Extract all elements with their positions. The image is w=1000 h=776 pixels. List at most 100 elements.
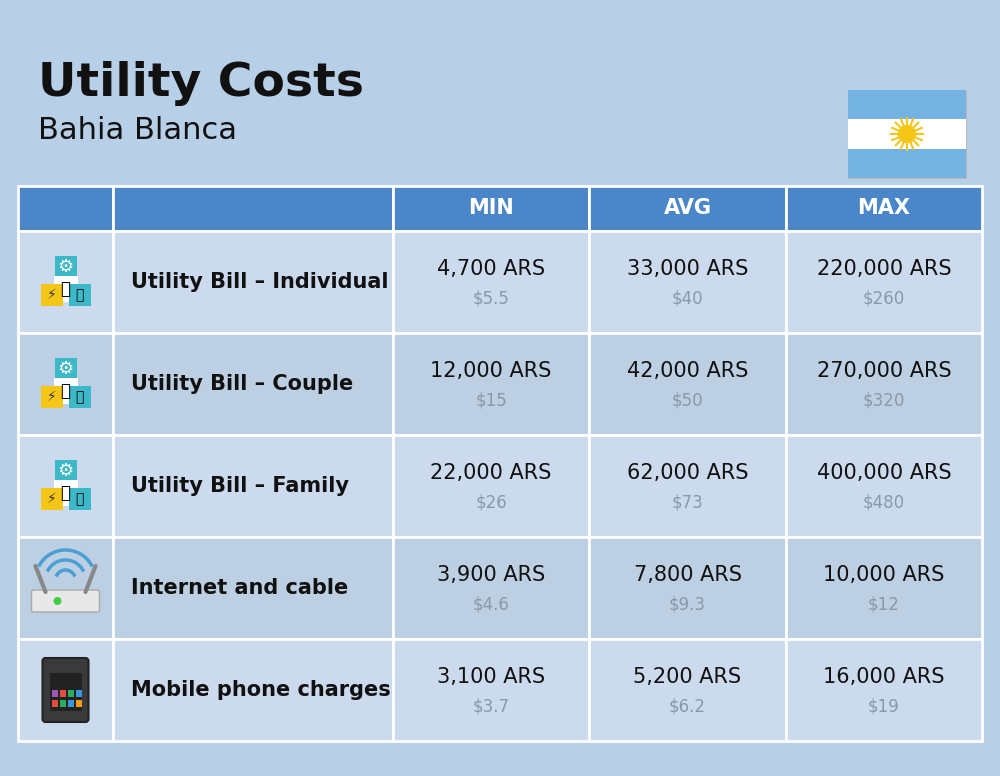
Text: $26: $26 <box>475 493 507 511</box>
Bar <box>18 231 113 333</box>
FancyBboxPatch shape <box>42 658 88 722</box>
Bar <box>786 639 982 741</box>
Bar <box>52 690 58 697</box>
Bar <box>393 537 589 639</box>
Text: $15: $15 <box>475 391 507 409</box>
Bar <box>60 690 66 697</box>
Bar <box>76 700 82 707</box>
Bar <box>52 700 58 707</box>
Bar <box>589 231 786 333</box>
Bar <box>18 435 113 537</box>
Text: Bahia Blanca: Bahia Blanca <box>38 116 237 145</box>
Text: ⚡: ⚡ <box>47 492 56 506</box>
Bar <box>113 333 393 435</box>
Text: $73: $73 <box>672 493 703 511</box>
Bar <box>68 700 74 707</box>
Text: Utility Bill – Individual: Utility Bill – Individual <box>131 272 388 292</box>
Bar <box>76 690 82 697</box>
Text: 👤: 👤 <box>60 280 70 298</box>
Bar <box>50 673 82 711</box>
Bar <box>786 186 982 231</box>
Text: 💧: 💧 <box>75 390 84 404</box>
Text: 10,000 ARS: 10,000 ARS <box>823 565 945 585</box>
Bar <box>848 90 966 120</box>
Bar <box>786 333 982 435</box>
Text: Mobile phone charges: Mobile phone charges <box>131 680 391 700</box>
Bar <box>113 537 393 639</box>
Text: 12,000 ARS: 12,000 ARS <box>430 361 552 381</box>
Text: $40: $40 <box>672 289 703 307</box>
Text: 3,900 ARS: 3,900 ARS <box>437 565 545 585</box>
Bar <box>393 639 589 741</box>
Bar <box>18 333 113 435</box>
Bar <box>393 333 589 435</box>
Text: 220,000 ARS: 220,000 ARS <box>817 259 951 279</box>
Bar <box>54 276 78 302</box>
Text: $9.3: $9.3 <box>669 595 706 613</box>
Bar <box>54 480 78 506</box>
Text: MIN: MIN <box>468 199 514 219</box>
Text: $3.7: $3.7 <box>473 697 510 715</box>
Bar <box>54 378 78 404</box>
Text: ⚡: ⚡ <box>47 288 56 302</box>
Text: $4.6: $4.6 <box>473 595 510 613</box>
Bar <box>589 435 786 537</box>
Text: 42,000 ARS: 42,000 ARS <box>627 361 748 381</box>
Bar <box>848 120 966 149</box>
Bar <box>40 284 62 306</box>
Bar <box>589 639 786 741</box>
Text: $50: $50 <box>672 391 703 409</box>
Text: $12: $12 <box>868 595 900 613</box>
Bar <box>113 435 393 537</box>
Bar <box>68 284 90 306</box>
Bar <box>40 386 62 408</box>
Bar <box>786 435 982 537</box>
Text: 270,000 ARS: 270,000 ARS <box>817 361 951 381</box>
Text: 💧: 💧 <box>75 288 84 302</box>
Text: ⚡: ⚡ <box>47 390 56 404</box>
Bar <box>68 386 90 408</box>
Text: 22,000 ARS: 22,000 ARS <box>430 463 552 483</box>
Bar <box>589 537 786 639</box>
Text: 33,000 ARS: 33,000 ARS <box>627 259 748 279</box>
Bar <box>786 231 982 333</box>
Text: $320: $320 <box>863 391 905 409</box>
Text: 5,200 ARS: 5,200 ARS <box>633 667 742 687</box>
Text: $480: $480 <box>863 493 905 511</box>
Bar <box>54 460 76 482</box>
Bar <box>18 186 113 231</box>
Text: MAX: MAX <box>857 199 910 219</box>
Bar <box>60 700 66 707</box>
Text: 👤: 👤 <box>60 382 70 400</box>
Bar <box>589 333 786 435</box>
Text: 7,800 ARS: 7,800 ARS <box>634 565 742 585</box>
Bar <box>18 537 113 639</box>
Bar <box>54 256 76 278</box>
Bar <box>113 639 393 741</box>
Text: Internet and cable: Internet and cable <box>131 578 348 598</box>
Text: 💧: 💧 <box>75 492 84 506</box>
FancyBboxPatch shape <box>848 90 966 178</box>
Text: ⚙: ⚙ <box>57 360 74 378</box>
Bar <box>113 186 393 231</box>
Text: $260: $260 <box>863 289 905 307</box>
Bar <box>40 488 62 510</box>
Text: ⚙: ⚙ <box>57 258 74 276</box>
Text: 4,700 ARS: 4,700 ARS <box>437 259 545 279</box>
Bar <box>393 186 589 231</box>
Bar <box>68 488 90 510</box>
FancyBboxPatch shape <box>32 590 100 612</box>
Text: 3,100 ARS: 3,100 ARS <box>437 667 545 687</box>
Bar <box>113 231 393 333</box>
Text: $5.5: $5.5 <box>473 289 510 307</box>
Bar <box>786 537 982 639</box>
Text: Utility Bill – Family: Utility Bill – Family <box>131 476 349 496</box>
Circle shape <box>898 126 916 143</box>
Bar <box>848 149 966 178</box>
Text: Utility Costs: Utility Costs <box>38 61 364 106</box>
Bar <box>393 435 589 537</box>
Bar <box>54 358 76 380</box>
Text: AVG: AVG <box>664 199 712 219</box>
Text: 16,000 ARS: 16,000 ARS <box>823 667 945 687</box>
Text: $19: $19 <box>868 697 900 715</box>
